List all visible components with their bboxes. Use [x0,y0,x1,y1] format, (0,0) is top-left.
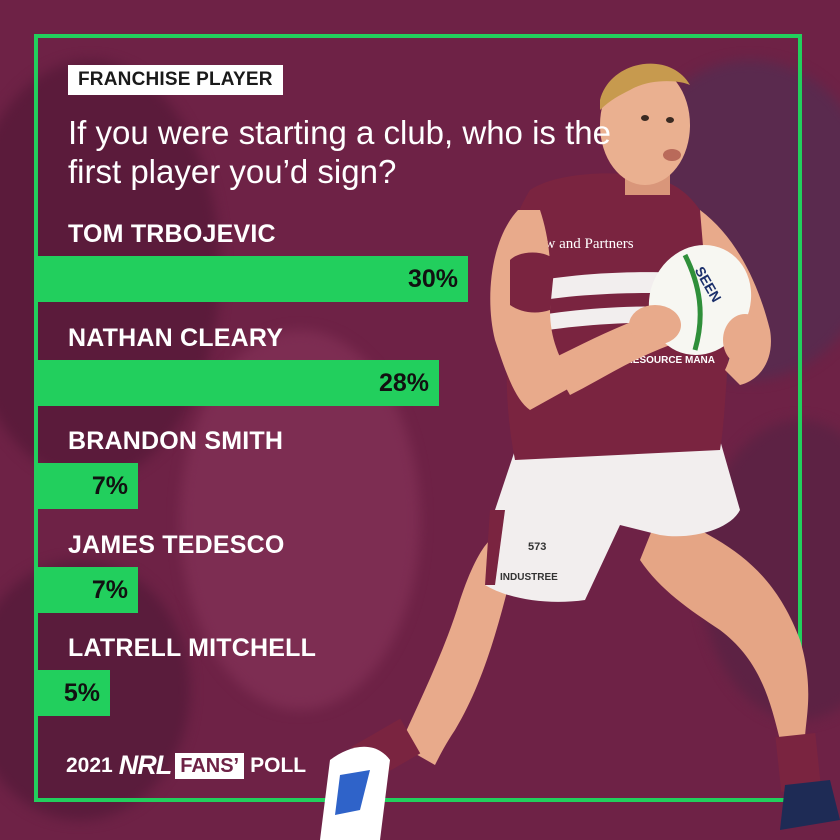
player-name: BRANDON SMITH [68,427,284,455]
poll-category-tag: FRANCHISE PLAYER [68,65,283,95]
player-name: JAMES TEDESCO [68,530,285,559]
nrl-logo: NRL [118,750,172,780]
vote-bar: 30% [38,256,468,302]
green-frame [34,34,802,802]
player-name: NATHAN CLEARY [68,323,284,352]
vote-bar: 28% [38,359,439,406]
vote-percentage: 7% [91,575,128,604]
poll-question: If you were starting a club, who is the … [68,114,611,190]
vote-percentage: 28% [378,368,429,397]
poll-year: 2021 [66,753,113,777]
poll-footer: 2021 NRL FANS’ POLL [66,750,306,781]
poll-label: POLL [250,753,307,777]
vote-percentage: 7% [91,472,128,500]
vote-bar: 7% [38,566,138,613]
player-name: TOM TRBOJEVIC [68,220,276,248]
vote-percentage: 30% [407,265,458,293]
jersey-chest-text: ITED RESOURCE MANA [600,355,715,366]
shorts-sponsor: INDUSTREE [500,572,558,583]
vote-bar: 5% [38,670,110,716]
jersey-sponsor-text: Shaw and Partners [522,236,634,252]
shorts-number: 573 [528,541,546,553]
player-name: LATRELL MITCHELL [68,634,317,662]
vote-bar: 7% [38,463,138,509]
player-photo: 573 INDUSTREE Shaw and Partners ITED RES… [320,63,840,840]
vote-percentage: 5% [63,679,100,707]
fans-logo: FANS’ [175,752,245,779]
